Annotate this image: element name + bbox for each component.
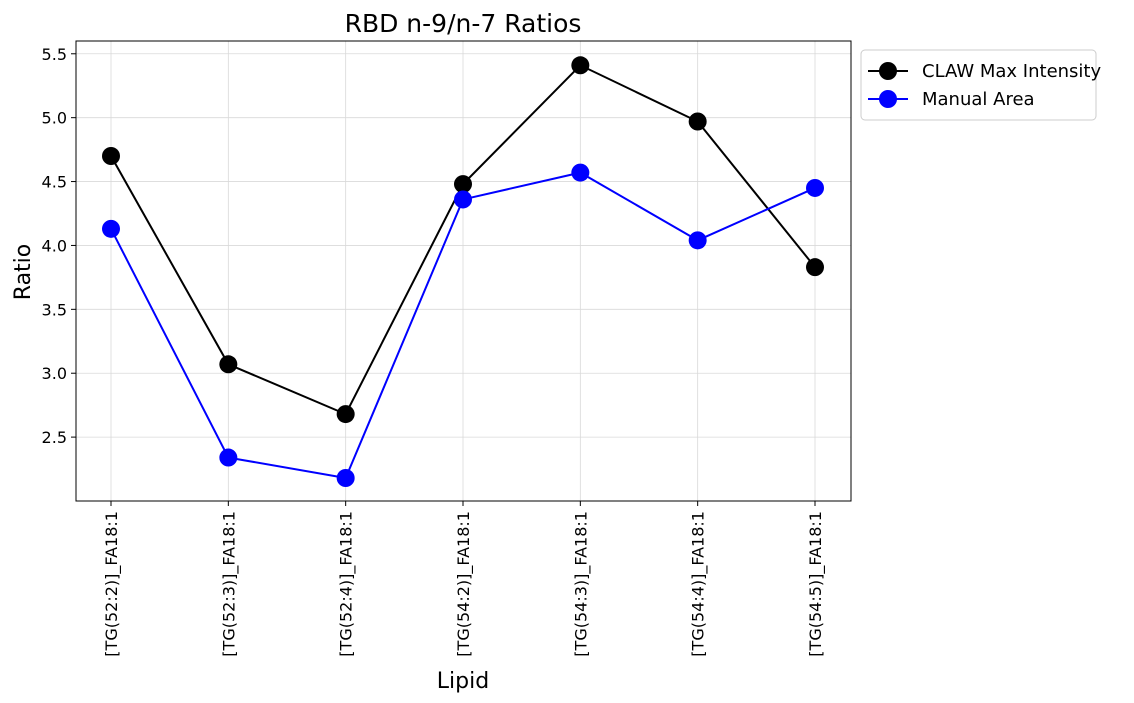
y-axis-label: Ratio: [11, 244, 36, 300]
y-tick-label: 5.0: [42, 109, 67, 128]
data-point-0-2: [336, 405, 355, 424]
y-tick-label: 3.5: [42, 300, 67, 319]
legend: CLAW Max Intensity Manual Area: [860, 49, 1101, 121]
x-axis-ticks: [TG(52:2)]_FA18:1 [TG(52:3)]_FA18:1 [TG(52…: [102, 501, 826, 657]
y-tick-label: 2.5: [42, 428, 67, 447]
legend-marker-manual: [879, 90, 897, 108]
data-point-1-3: [454, 190, 472, 209]
legend-box: [860, 49, 1097, 121]
x-tick-label: [TG(52:2)]_FA18:1: [102, 511, 122, 657]
gridlines: [76, 41, 851, 501]
data-point-1-2: [336, 469, 355, 487]
data-point-1-6: [806, 178, 824, 197]
y-tick-label: 5.5: [42, 45, 67, 64]
data-point-1-1: [219, 448, 238, 467]
x-tick-label: [TG(54:3)]_FA18:1: [571, 511, 591, 657]
data-point-0-1: [219, 355, 238, 374]
data-point-1-0: [102, 219, 120, 238]
legend-label-claw: CLAW Max Intensity: [922, 61, 1101, 82]
data-point-1-5: [688, 231, 707, 250]
y-tick-label: 4.5: [42, 173, 67, 192]
series-markers: [102, 56, 824, 487]
chart-title: RBD n-9/n-7 Ratios: [345, 9, 582, 38]
legend-label-manual: Manual Area: [922, 89, 1035, 110]
data-point-0-0: [102, 147, 120, 165]
data-point-1-4: [571, 163, 590, 182]
x-tick-label: [TG(52:4)]_FA18:1: [337, 511, 357, 657]
data-point-0-3: [454, 175, 472, 194]
x-axis-label: Lipid: [437, 669, 489, 694]
data-point-0-4: [571, 56, 590, 75]
x-tick-label: [TG(54:2)]_FA18:1: [454, 511, 474, 657]
legend-marker-claw: [879, 62, 897, 80]
data-point-0-6: [806, 258, 824, 277]
y-axis-ticks: 2.5 3.0 3.5 4.0 4.5 5.0 5.5: [42, 45, 76, 447]
x-tick-label: [TG(54:4)]_FA18:1: [689, 511, 709, 657]
plot-area-frame: [75, 40, 852, 502]
data-point-0-5: [688, 112, 707, 131]
x-tick-label: [TG(52:3)]_FA18:1: [219, 511, 239, 657]
y-tick-label: 4.0: [42, 236, 67, 255]
x-tick-label: [TG(54:5)]_FA18:1: [806, 511, 826, 657]
y-tick-label: 3.0: [42, 364, 67, 383]
